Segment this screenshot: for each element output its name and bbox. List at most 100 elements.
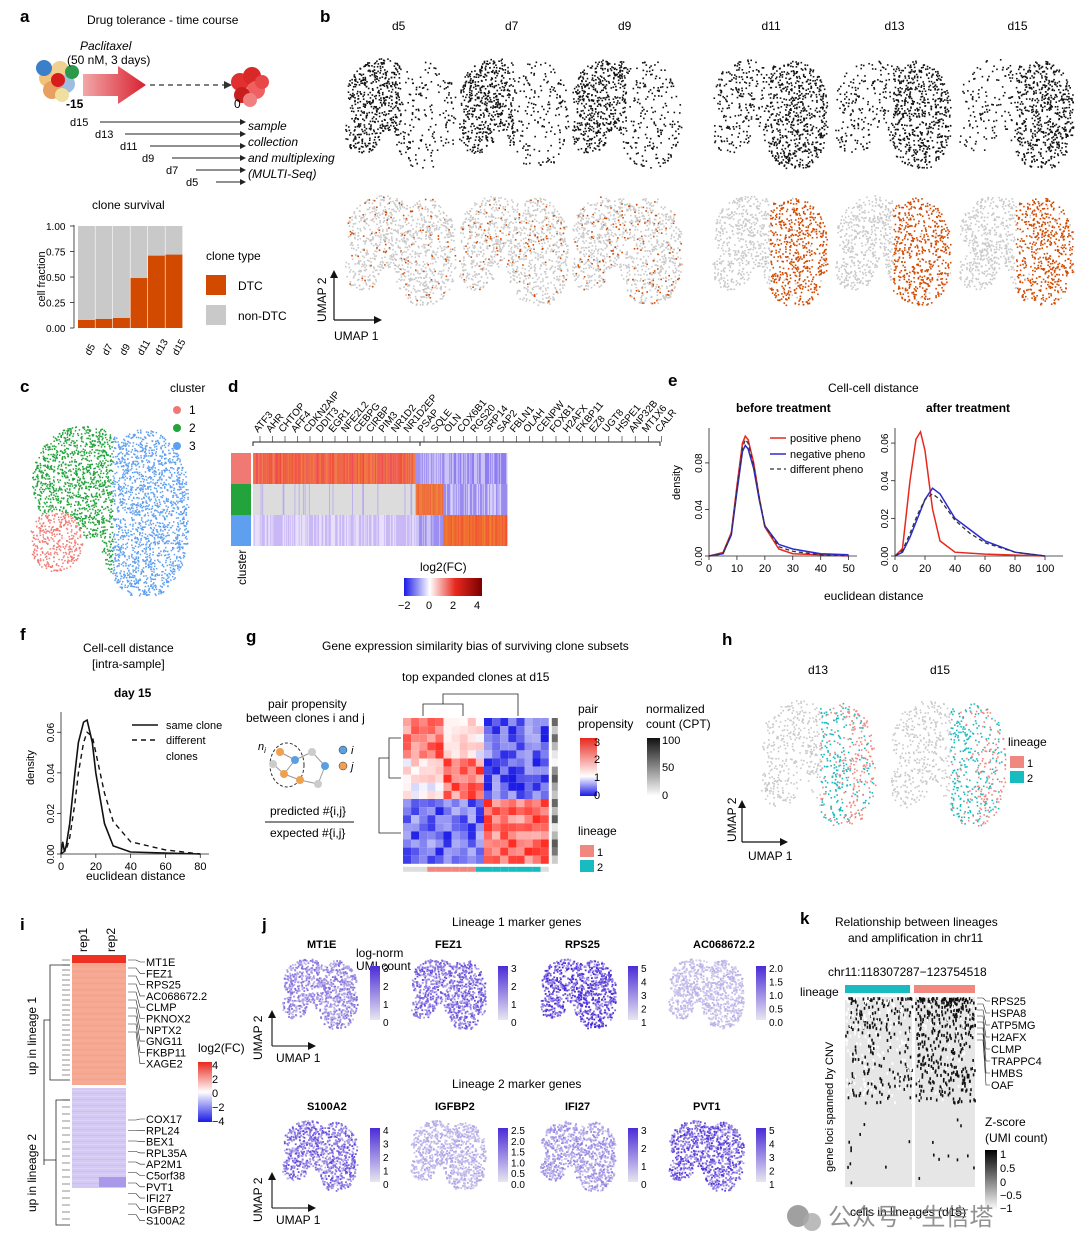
legend-swatch-nondtc (206, 305, 226, 325)
f-legend-1: same clone (166, 720, 222, 732)
i-gene-BEX1: BEX1 (146, 1137, 174, 1149)
a-dose: (50 nM, 3 days) (67, 53, 150, 67)
a-end: 0 (234, 97, 241, 111)
j-tick-FEZ1-2: 2 (511, 982, 517, 993)
e-sub1: before treatment (736, 401, 831, 415)
i-colorbar (198, 1062, 212, 1122)
a-ytick: 0.75 (46, 248, 66, 259)
j-tick-IGFBP2-2.0: 2.0 (511, 1137, 525, 1148)
b-day-label-d7: d7 (505, 19, 519, 33)
b-umap-axes: UMAP 1 UMAP 2 (315, 270, 382, 343)
g-pair-propensity-heatmap (379, 694, 558, 872)
j-gene-IGFBP2: IGFBP2 (435, 1101, 475, 1113)
c-cluster-3: 3 (189, 439, 196, 453)
i-gene-XAGE2: XAGE2 (146, 1059, 183, 1071)
ytick-0.06: 0.06 (46, 722, 57, 742)
k-title-2: and amplification in chr11 (848, 931, 984, 945)
j-gene-FEZ1: FEZ1 (435, 939, 462, 951)
j-gene-PVT1: PVT1 (693, 1101, 721, 1113)
i-col-1: rep1 (76, 928, 90, 952)
bar-nondtc-d7 (96, 226, 113, 319)
g-num: predicted #{i,j} (270, 804, 346, 818)
xtick-30: 30 (787, 563, 799, 575)
j-tick-S100A2-3: 3 (383, 1140, 389, 1151)
xtick-20: 20 (759, 563, 771, 575)
panel-label-d: d (228, 377, 238, 396)
d-tick-2: 0 (426, 600, 432, 612)
j-tick-IGFBP2-2.5: 2.5 (511, 1126, 525, 1137)
a-xtick-d5: d5 (83, 342, 98, 358)
j-tick-RPS25-4: 4 (641, 978, 647, 989)
j-tick-IGFBP2-0.5: 0.5 (511, 1169, 525, 1180)
a-start: -15 (66, 97, 84, 111)
i-gene-GNG11: GNG11 (146, 1036, 182, 1048)
timeline-arrow-d13 (240, 131, 246, 137)
j-tick-AC068672.2-1.5: 1.5 (769, 978, 783, 989)
j-title-2: Lineage 2 marker genes (452, 1077, 581, 1091)
xtick-80: 80 (1009, 563, 1021, 575)
f-legend-2: different (166, 735, 206, 747)
panel-label-f: f (20, 625, 26, 644)
g-lineage-1: 1 (597, 847, 603, 859)
timeline-arrow-d9 (240, 155, 246, 161)
i-gene-COX17: COX17 (146, 1114, 182, 1126)
j-tick-RPS25-3: 3 (641, 991, 647, 1002)
k-colorbar (985, 1150, 997, 1210)
j-tick-PVT1-4: 4 (769, 1140, 775, 1151)
xtick-0: 0 (892, 563, 898, 575)
i-col-2: rep2 (104, 928, 118, 952)
i-lineage-heatmap: MT1EFEZ1RPS25AC068672.2CLMPPKNOX2NPTX2GN… (44, 955, 207, 1228)
g-den: expected #{i,j} (270, 826, 345, 840)
j-title-1: Lineage 1 marker genes (452, 915, 581, 929)
bar-dtc-d7 (96, 319, 113, 328)
f-legend-3: clones (166, 751, 198, 763)
ytick-0.00: 0.00 (694, 546, 705, 566)
a-xtick-d13: d13 (153, 337, 171, 357)
h-legend-title: lineage (1008, 735, 1047, 749)
h-lineage-2: 2 (1027, 773, 1033, 785)
j-tick-IFI27-0: 0 (641, 1180, 647, 1191)
legend-swatch-dtc (206, 275, 226, 295)
g-cnt-tick-0: 0 (662, 790, 668, 802)
b-day-label-d9: d9 (618, 19, 632, 33)
i-gene-S100A2: S100A2 (146, 1216, 185, 1228)
j-tick-S100A2-0: 0 (383, 1180, 389, 1191)
j-tick-AC068672.2-0.0: 0.0 (769, 1018, 783, 1029)
i-gene-IGFBP2: IGFBP2 (146, 1204, 185, 1216)
h-umap2-label: UMAP 2 (725, 797, 739, 842)
timeline-arrow-d7 (240, 167, 246, 173)
d-marker-heatmap (231, 453, 507, 546)
ytick-0.04: 0.04 (46, 763, 57, 783)
g-leg-cnt-1: normalized (646, 702, 705, 716)
j-umap2-label-1: UMAP 2 (251, 1177, 265, 1222)
g-pp-tick-0: 0 (594, 790, 600, 802)
j-tick-IFI27-3: 3 (641, 1126, 647, 1137)
k-tick-1: 1 (1000, 1149, 1006, 1161)
a-xtick-d7: d7 (101, 342, 116, 358)
k-gene-TRAPPC4: TRAPPC4 (991, 1056, 1042, 1068)
i-tick-2: 2 (212, 1074, 218, 1086)
b-day-label-d13: d13 (885, 19, 905, 33)
panel-label-i: i (20, 915, 25, 934)
g-pair-2: between clones i and j (246, 711, 365, 725)
panel-label-b: b (320, 7, 330, 26)
a-collection-1: sample (248, 119, 287, 133)
i-gene-AC068672.2: AC068672.2 (146, 991, 207, 1003)
bar-dtc-d13 (148, 256, 165, 328)
k-tick-5: −1 (1000, 1203, 1013, 1215)
j-gene-IFI27: IFI27 (565, 1101, 590, 1113)
j-tick-AC068672.2-0.5: 0.5 (769, 1005, 783, 1016)
e-ylabel: density (671, 465, 683, 500)
panel-label-g: g (246, 627, 256, 646)
a-xtick-d11: d11 (136, 338, 154, 358)
a-drug: Paclitaxel (80, 39, 132, 53)
j-umap2-label-0: UMAP 2 (251, 1015, 265, 1060)
a-ytick: 0.25 (46, 299, 66, 310)
k-gene-HMBS: HMBS (991, 1068, 1023, 1080)
series-negative-pheno (895, 488, 1045, 556)
xtick-60: 60 (979, 563, 991, 575)
j-tick-IGFBP2-0.0: 0.0 (511, 1180, 525, 1191)
i-gene-PKNOX2: PKNOX2 (146, 1014, 191, 1026)
b-day-label-d15: d15 (1008, 19, 1028, 33)
